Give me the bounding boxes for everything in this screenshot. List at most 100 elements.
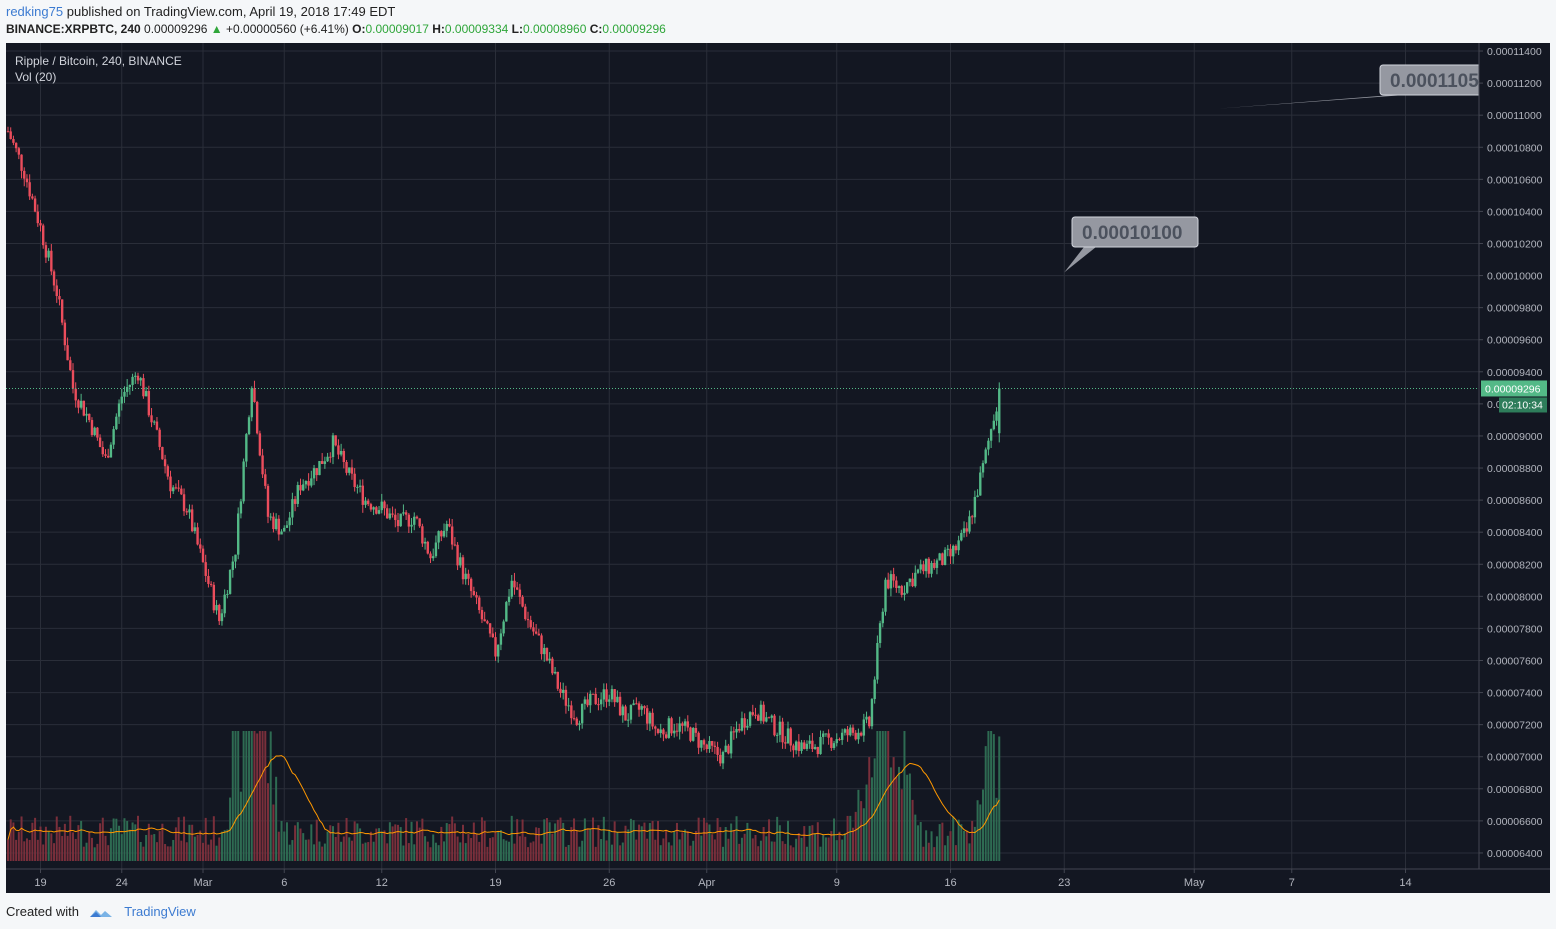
candle-body [361,485,364,505]
time-tick-label: 16 [944,877,956,889]
candle-body [120,396,123,404]
price-chart[interactable]: 0.00010100 0.00011050 0.00011400 0.00011200… [6,43,1550,893]
candle-body [548,658,551,661]
volume-bar [860,801,863,861]
candle-body [14,142,18,149]
volume-bar [716,818,719,861]
candle-body [524,606,527,620]
volume-bar [659,845,662,861]
candle-body [339,450,343,455]
candle-body [678,723,681,732]
candle-body [112,429,115,445]
volume-bar [418,827,421,861]
candle-body [367,500,370,505]
volume-bar [919,822,922,861]
candle-body [510,580,513,597]
candle-body [77,400,80,408]
candle-body [675,730,679,732]
volume-bar [743,833,746,861]
candle-body [846,729,849,736]
candle-body [729,731,733,754]
volume-bar [754,834,757,861]
volume-bar [502,839,505,861]
candle-body [505,602,508,622]
candle-body [150,415,153,423]
candle-body [962,528,966,534]
candle-body [166,466,169,477]
volume-bar [540,843,543,861]
candle-body [33,198,37,212]
candle-body [345,462,348,473]
candle-body [740,718,744,731]
candle-body [377,510,381,514]
price-tick-label: 0.00010800 [1487,142,1543,154]
volume-bar [654,839,657,861]
candle-body [250,388,253,418]
volume-bar [922,846,925,861]
tradingview-link[interactable]: TradingView [124,904,196,919]
candle-body [90,420,94,435]
volume-bar [862,808,865,861]
candle-body [69,360,72,371]
candle-body [775,734,779,736]
candle-body [599,699,603,705]
chart-panel[interactable]: 0.00010100 0.00011050 0.00011400 0.00011200… [6,43,1550,893]
candle-body [719,754,722,764]
volume-bar [776,816,779,861]
candle-body [697,732,700,748]
candle-body [478,597,481,611]
volume-bar [364,842,367,861]
volume-bar [459,842,462,861]
candle-body [876,643,879,680]
volume-bar [275,776,278,861]
candle-body [291,499,294,518]
volume-bar [342,836,345,861]
candle-body [104,454,107,456]
volume-bar [898,766,901,861]
volume-bar [158,831,161,861]
volume-bar [535,827,538,861]
volume-bar [118,825,121,861]
volume-bar [82,846,85,861]
chart-legend: Ripple / Bitcoin, 240, BINANCE Vol (20) [15,53,182,85]
volume-bar [123,818,126,861]
price-tick-label: 0.00008800 [1487,463,1543,475]
volume-bar [66,835,69,861]
volume-bar [248,731,251,861]
volume-bar [781,841,784,861]
candle-body [832,743,836,748]
candle-body [494,637,497,657]
volume-bar [935,836,938,861]
candle-body [624,706,627,721]
candle-body [884,579,887,612]
volume-bar [480,817,483,861]
candle-body [123,391,126,397]
volume-bar [787,820,789,861]
price-tick-label: 0.00008200 [1487,559,1543,571]
volume-bar [610,844,613,861]
author-link[interactable]: redking75 [6,4,64,19]
volume-bar [995,797,998,861]
candle-body [567,705,570,707]
volume-bar [616,832,619,861]
volume-bar [429,847,432,861]
volume-bar [36,839,39,861]
price-tick-label: 0.00009400 [1487,367,1543,379]
volume-bar [42,844,45,861]
candle-body [981,463,985,473]
candle-body [174,487,178,489]
candle-body [952,545,955,557]
candle-body [878,623,882,644]
volume-bar [808,825,811,861]
candle-body [266,485,270,517]
volume-bar [245,731,248,861]
volume-bar [88,831,91,861]
candle-body [432,556,435,559]
candle-body [648,712,652,724]
candle-body [101,447,104,455]
volume-bar [575,831,578,861]
candle-body [237,513,240,555]
volume-bar [968,843,971,861]
candle-body [196,527,199,545]
candle-body [426,541,429,554]
